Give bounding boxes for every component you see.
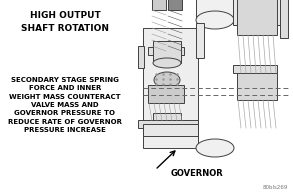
Bar (196, 0, 234, 20)
Text: GOVERNOR: GOVERNOR (171, 169, 223, 179)
Bar (143, 28, 198, 148)
Text: 80bls269: 80bls269 (263, 185, 288, 190)
Bar (233, 0, 285, 25)
Ellipse shape (196, 11, 234, 29)
Text: HIGH OUTPUT
SHAFT ROTATION: HIGH OUTPUT SHAFT ROTATION (21, 11, 109, 33)
Bar (280, 0, 288, 38)
Bar (138, 120, 198, 128)
Bar (143, 124, 198, 136)
Bar (148, 85, 184, 103)
Bar (148, 47, 184, 55)
Bar (237, 72, 277, 100)
Bar (168, 0, 182, 10)
Bar (233, 65, 277, 73)
Bar (237, 0, 277, 35)
Bar (152, 0, 166, 10)
Bar (153, 41, 181, 63)
Bar (138, 46, 144, 68)
Ellipse shape (196, 139, 234, 157)
Bar (153, 113, 181, 121)
Ellipse shape (154, 72, 180, 88)
Bar (196, 23, 204, 58)
Text: SECONDARY STAGE SPRING
FORCE AND INNER
WEIGHT MASS COUNTERACT
VALVE MASS AND
GOV: SECONDARY STAGE SPRING FORCE AND INNER W… (8, 77, 122, 133)
Ellipse shape (153, 58, 181, 68)
